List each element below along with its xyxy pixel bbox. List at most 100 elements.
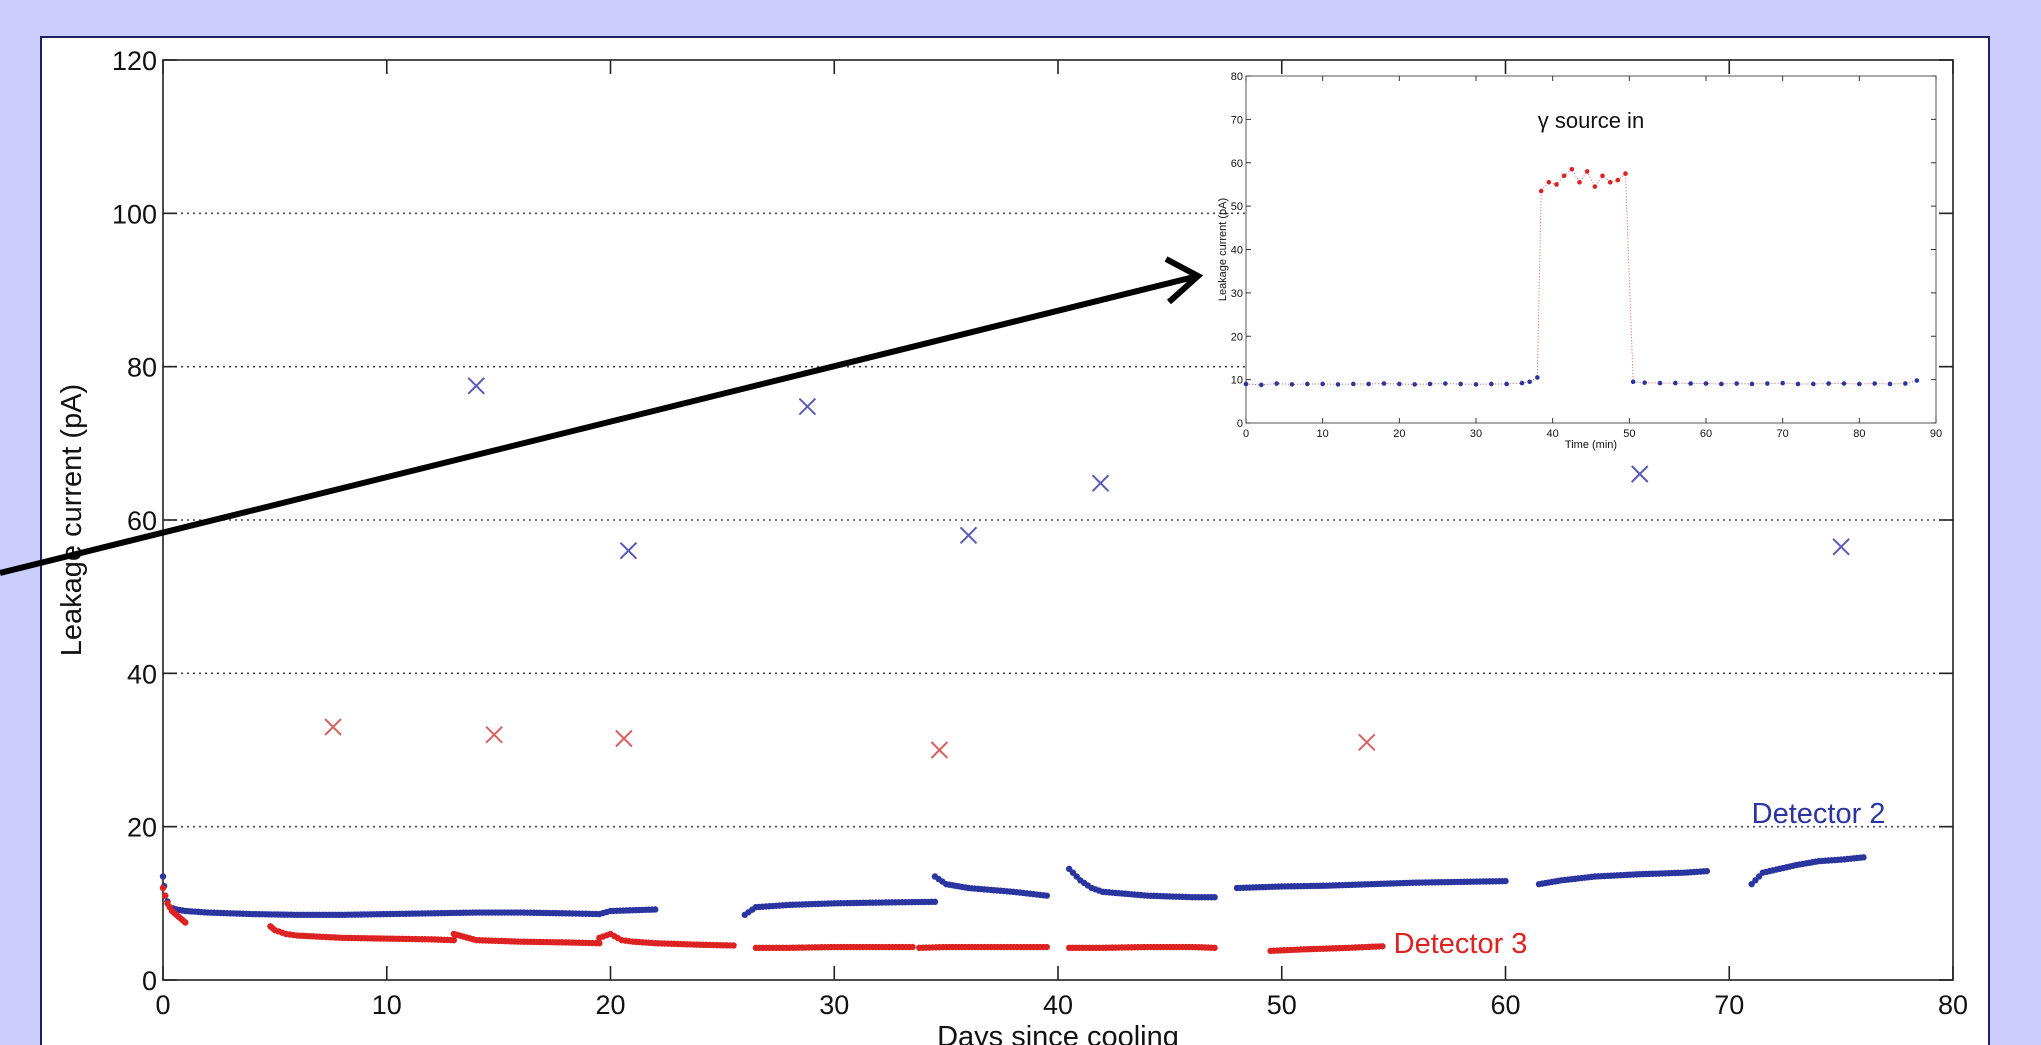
inset-data-point [1320, 381, 1325, 387]
inset-y-tick-label: 40 [1231, 245, 1243, 257]
inset-data-point [1811, 381, 1816, 387]
cross-stroke [930, 741, 949, 759]
x-tick-label: 60 [1490, 990, 1520, 1020]
inset-x-tick-label: 70 [1777, 428, 1789, 440]
inset-y-tick-label: 70 [1231, 114, 1243, 126]
inset-series-2 [1630, 378, 1920, 387]
main-y-tick-labels: 0 20 40 60 80 100 120 [112, 46, 157, 996]
inset-data-point [1673, 380, 1678, 386]
inset-data-point [1538, 188, 1544, 194]
cross-marker [467, 377, 485, 395]
inset-x-axis-title: Time (min) [1565, 439, 1617, 451]
cross-marker [959, 526, 978, 545]
cross-marker [615, 729, 633, 748]
inset-data-point [1703, 381, 1709, 386]
inset-x-tick-label: 90 [1930, 428, 1942, 440]
series-cross-3 [324, 718, 1376, 759]
series-cross-2 [467, 377, 1850, 560]
y-axis-title: Leakage current (pA) [56, 384, 88, 656]
cross-stroke [1358, 733, 1376, 752]
detector-3-label: Detector 3 [1394, 928, 1528, 960]
inset-data-point [1259, 382, 1264, 388]
y-tick-label: 60 [127, 506, 157, 536]
series-dots-1 [159, 884, 1386, 955]
inset-data-point [1305, 381, 1310, 387]
data-point [182, 919, 189, 926]
data-segment [1065, 943, 1218, 951]
main-axes [162, 59, 1954, 981]
inset-y-tick-label: 60 [1231, 158, 1243, 170]
inset-data-point [1243, 381, 1249, 387]
data-segment [450, 930, 603, 947]
inset-data-point [1780, 380, 1785, 386]
inset-callout-arrow [0, 256, 1204, 576]
inset-data-point [1914, 378, 1920, 383]
inset-data-point [1561, 173, 1567, 179]
cross-stroke [798, 397, 817, 416]
inset-data-point [1519, 380, 1525, 386]
data-point [159, 873, 167, 880]
data-segment [931, 873, 1051, 899]
y-tick-label: 80 [127, 353, 157, 383]
data-point [931, 898, 939, 905]
arrow-shaft [0, 273, 1199, 576]
data-point [450, 936, 458, 944]
cross-marker [1358, 733, 1376, 752]
inset-data-point [1554, 182, 1559, 187]
cross-stroke [1631, 465, 1649, 483]
data-point [1703, 867, 1711, 875]
cross-marker [619, 541, 638, 560]
x-tick-label: 20 [595, 990, 625, 1020]
x-tick-label: 80 [1938, 990, 1968, 1020]
inset-data-point [1749, 381, 1755, 387]
data-segment [159, 884, 189, 926]
data-point [162, 892, 169, 899]
cross-stroke [485, 725, 503, 744]
inset-data-point [1584, 169, 1590, 174]
y-tick-label: 120 [112, 46, 157, 76]
inset-data-point [1569, 166, 1575, 172]
inset-data-point [1872, 381, 1877, 386]
inset-data-point [1412, 382, 1417, 387]
inset-x-tick-label: 30 [1470, 428, 1482, 440]
inset-data-point [1600, 173, 1605, 179]
inset-x-tick-label: 10 [1317, 428, 1329, 440]
inset-data-point [1607, 179, 1613, 185]
inset-series-0 [1243, 375, 1540, 388]
inset-y-tick-label: 0 [1237, 418, 1243, 430]
inset-data-point [1397, 381, 1402, 387]
inset-series [1243, 166, 1920, 388]
inset-data-point [1443, 381, 1448, 386]
inset-data-point [1765, 381, 1770, 386]
inset-y-tick-label: 30 [1231, 288, 1243, 300]
inset-chart: 0 10 20 30 40 50 60 70 80 90 0 10 20 30 40 50 60 70 80 Tim… [1217, 71, 1942, 451]
data-segment [267, 923, 458, 944]
x-tick-label: 0 [155, 990, 170, 1020]
y-tick-label: 20 [127, 813, 157, 843]
data-segment [741, 898, 939, 919]
inset-data-point [1381, 381, 1387, 386]
x-tick-label: 50 [1267, 990, 1297, 1020]
series-dots-0 [159, 854, 1867, 919]
cross-marker [1832, 538, 1850, 556]
y-tick-label: 40 [127, 659, 157, 689]
data-point [596, 940, 603, 947]
cross-stroke [324, 718, 342, 736]
inset-data-point [1688, 381, 1693, 386]
inset-data-point [1504, 381, 1509, 387]
data-segment [916, 943, 1051, 951]
data-segment [752, 943, 916, 951]
data-point [1043, 892, 1051, 899]
inset-data-point [1351, 381, 1356, 387]
inset-data-point [1366, 381, 1371, 387]
cross-marker [324, 718, 342, 736]
data-point [652, 906, 659, 913]
data-point [1502, 877, 1509, 885]
inset-y-axis-title: Leakage current (pA) [1217, 198, 1229, 301]
cross-stroke [959, 526, 978, 545]
data-segment [1267, 943, 1386, 955]
inset-data-point [1458, 381, 1463, 387]
data-segment [1748, 854, 1867, 888]
data-segment [1233, 877, 1509, 892]
